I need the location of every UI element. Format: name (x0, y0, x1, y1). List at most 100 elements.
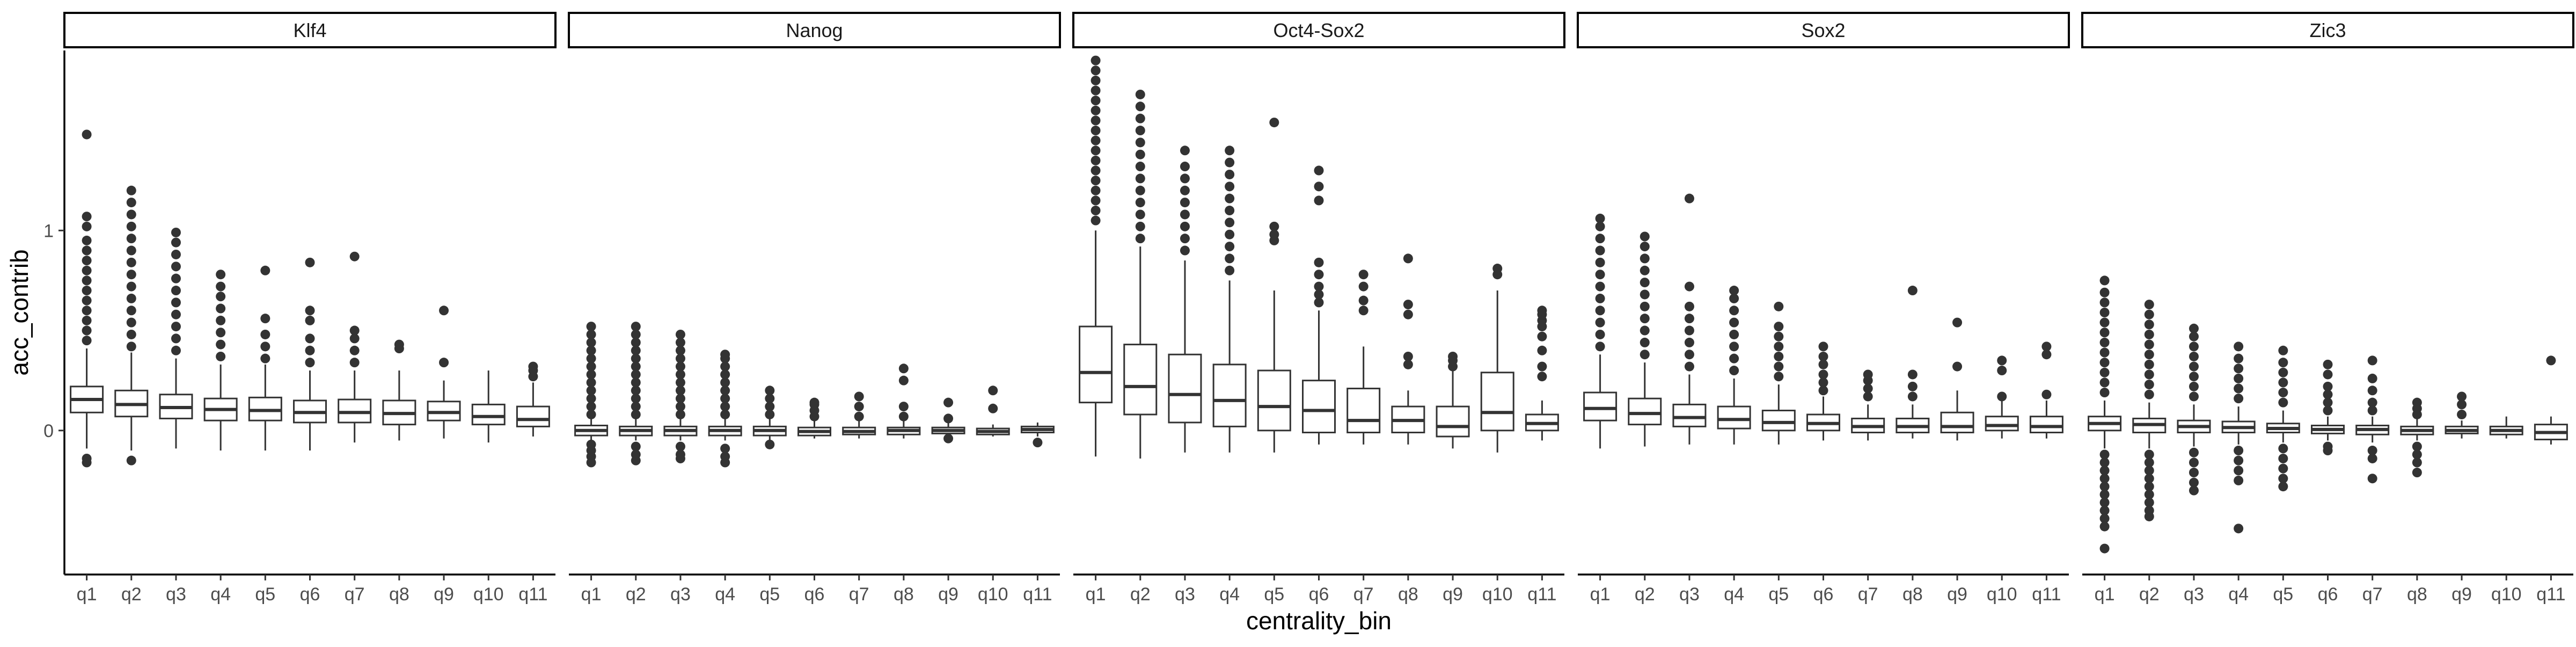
box-q9 (427, 306, 461, 439)
outlier-point (2099, 358, 2110, 368)
outlier-point (305, 315, 315, 325)
outlier-point (675, 329, 685, 339)
outlier-point (126, 306, 136, 316)
facet-strip (1072, 12, 1565, 48)
outlier-point (720, 369, 730, 380)
outlier-point (1907, 369, 1918, 380)
outlier-point (631, 329, 641, 339)
iqr-box (471, 403, 506, 426)
x-tick-label: q11 (2536, 584, 2565, 605)
box-q2 (1628, 231, 1662, 447)
outlier-point (1595, 293, 1605, 303)
x-tick-label: q3 (1679, 584, 1700, 605)
outlier-point (1314, 257, 1324, 267)
outlier-point (1952, 317, 1963, 328)
outlier-point (2144, 380, 2154, 390)
outlier-point (1448, 351, 1458, 361)
box-q6 (2311, 359, 2345, 456)
outlier-point (1729, 353, 1739, 364)
outlier-point (1537, 345, 1547, 355)
outlier-point (82, 336, 92, 346)
x-tick-label: q6 (300, 584, 320, 605)
outlier-point (2323, 405, 2333, 416)
outlier-point (126, 329, 136, 339)
outlier-point (2412, 397, 2422, 408)
outlier-point (720, 377, 730, 388)
iqr-box (1079, 325, 1113, 404)
outlier-point (586, 322, 596, 332)
outlier-point (631, 441, 641, 452)
x-tick-label: q5 (2273, 584, 2293, 605)
x-tick-label: q2 (121, 584, 142, 605)
outlier-point (2234, 353, 2244, 364)
outlier-point (720, 350, 730, 360)
outlier-point (1091, 126, 1101, 136)
outlier-point (2144, 511, 2154, 521)
outlier-point (631, 455, 641, 466)
outlier-point (1640, 265, 1650, 275)
outlier-point (1225, 242, 1235, 252)
outlier-point (2041, 350, 2052, 360)
x-tick-label: q7 (1353, 584, 1374, 605)
box-q3 (2177, 323, 2211, 496)
iqr-box (2029, 416, 2063, 434)
x-tick-label: q10 (978, 584, 1008, 605)
outlier-point (1863, 369, 1873, 380)
x-tick-label: q9 (2451, 584, 2472, 605)
outlier-point (1091, 165, 1101, 176)
outlier-point (2234, 466, 2244, 476)
outlier-point (2234, 446, 2244, 456)
outlier-point (82, 325, 92, 336)
x-tick-label: q4 (210, 584, 231, 605)
outlier-point (1225, 157, 1235, 168)
outlier-point (2323, 397, 2333, 408)
y-axis: 01 (43, 50, 65, 575)
outlier-point (631, 369, 641, 380)
outlier-point (1358, 306, 1368, 316)
outlier-point (631, 322, 641, 332)
outlier-point (675, 402, 685, 412)
outlier-point (675, 369, 685, 380)
outlier-point (2144, 457, 2154, 468)
outlier-point (1640, 253, 1650, 264)
x-tick-label: q9 (938, 584, 958, 605)
outlier-point (2234, 394, 2244, 404)
outlier-point (1729, 286, 1739, 296)
outlier-point (1595, 221, 1605, 231)
y-tick-label: 0 (43, 421, 54, 441)
outlier-point (720, 394, 730, 404)
outlier-point (675, 361, 685, 372)
outlier-point (1640, 314, 1650, 324)
outlier-point (1180, 185, 1190, 195)
outlier-point (898, 402, 909, 412)
outlier-point (1729, 306, 1739, 316)
iqr-box (1761, 410, 1796, 432)
outlier-point (126, 185, 136, 195)
outlier-point (765, 394, 775, 404)
outlier-point (586, 386, 596, 396)
outlier-point (2099, 347, 2110, 358)
box-q11 (2029, 341, 2063, 439)
outlier-point (1225, 181, 1235, 192)
outlier-point (1314, 181, 1324, 192)
x-tick-label: q3 (2184, 584, 2204, 605)
outlier-point (2099, 543, 2110, 554)
outlier-point (1314, 195, 1324, 206)
x-tick-label: q5 (1768, 584, 1789, 605)
box-q7 (2355, 355, 2390, 484)
outlier-point (631, 361, 641, 372)
outlier-point (82, 212, 92, 222)
outlier-point (126, 317, 136, 328)
outlier-point (1225, 217, 1235, 228)
box-q4 (1212, 146, 1247, 453)
x-tick-label: q10 (1482, 584, 1513, 605)
outlier-point (1269, 118, 1279, 128)
facet-strip-label: Sox2 (1801, 19, 1845, 41)
outlier-point (2144, 300, 2154, 310)
box-q8 (1896, 286, 1930, 439)
x-tick-label: q3 (1175, 584, 1195, 605)
outlier-point (988, 403, 998, 413)
outlier-point (260, 353, 270, 364)
outlier-point (1091, 176, 1101, 186)
outlier-point (2099, 337, 2110, 347)
